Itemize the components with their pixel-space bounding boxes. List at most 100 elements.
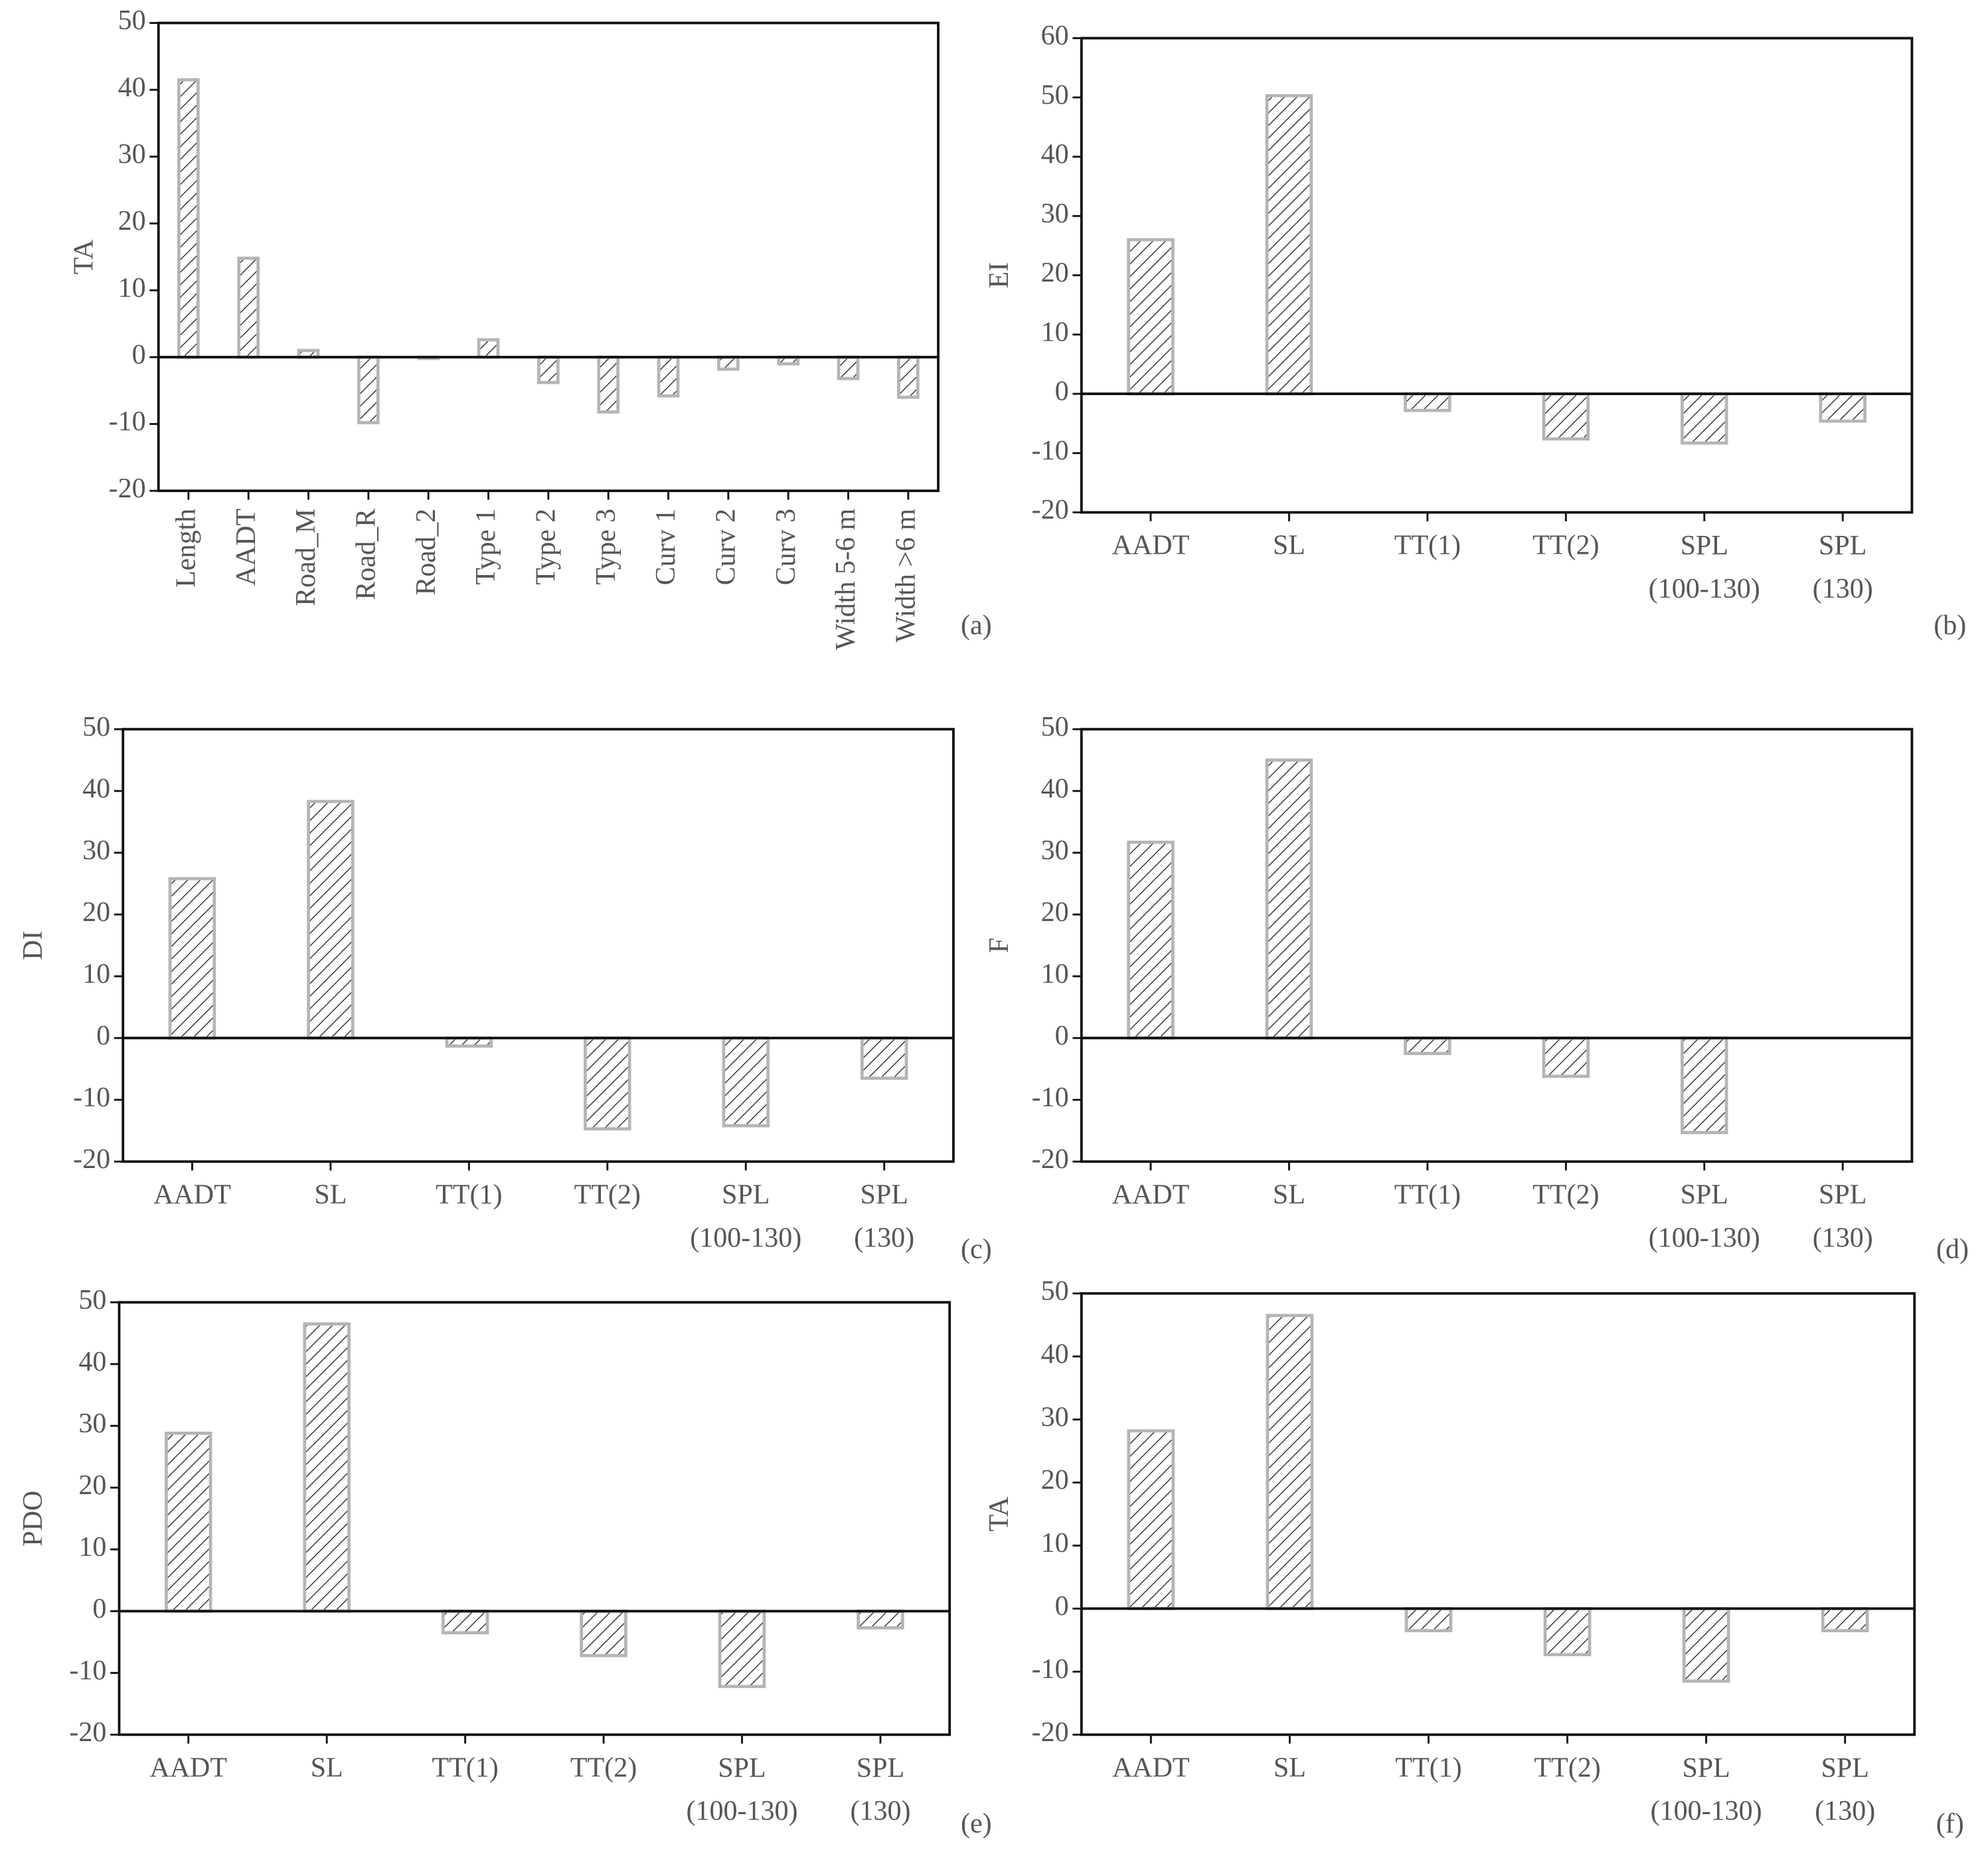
bar bbox=[657, 355, 680, 398]
bar bbox=[237, 256, 260, 359]
x-tick-label: SPL (100-130) bbox=[1649, 531, 1760, 604]
y-tick-label: -20 bbox=[1032, 1717, 1069, 1748]
y-tick-label: 0 bbox=[1055, 377, 1069, 407]
x-tick-label: SPL (100-130) bbox=[1651, 1752, 1762, 1826]
x-tick-label: SL bbox=[1274, 1752, 1306, 1783]
bar bbox=[1819, 392, 1866, 423]
bar bbox=[164, 1432, 212, 1613]
y-tick-label: 40 bbox=[1041, 774, 1069, 804]
x-tick-label: AADT bbox=[1112, 531, 1190, 561]
y-tick-label: 0 bbox=[1055, 1021, 1069, 1051]
y-tick-label: 30 bbox=[1041, 1402, 1069, 1432]
x-tick-label: AADT bbox=[1112, 1179, 1190, 1210]
y-tick-label: 30 bbox=[1041, 835, 1069, 866]
x-tick-label: SPL (100-130) bbox=[690, 1179, 801, 1253]
x-tick-label: TT(1) bbox=[436, 1179, 502, 1210]
x-tick-label: TT(2) bbox=[1532, 1179, 1599, 1210]
y-tick-label: 0 bbox=[96, 1021, 110, 1051]
bar bbox=[537, 355, 560, 384]
x-tick-label: AADT bbox=[1112, 1752, 1190, 1783]
y-tick-label: 60 bbox=[1041, 21, 1069, 51]
x-tick-label: Length bbox=[171, 509, 201, 588]
panel-label: (e) bbox=[961, 1808, 992, 1839]
x-tick-label: Width 5-6 m bbox=[831, 509, 861, 650]
x-tick-label: SPL (130) bbox=[1813, 1179, 1873, 1253]
y-tick-label: -10 bbox=[1032, 436, 1069, 466]
bar bbox=[1404, 1607, 1453, 1633]
y-tick-label: -10 bbox=[1032, 1082, 1069, 1113]
y-tick-label: 0 bbox=[132, 339, 146, 370]
bar bbox=[1542, 1036, 1590, 1078]
panel-label: (a) bbox=[961, 610, 992, 641]
y-tick-label: 10 bbox=[1041, 959, 1069, 989]
plot-frame bbox=[122, 728, 955, 1163]
bar bbox=[896, 355, 920, 399]
bar bbox=[1127, 238, 1175, 396]
y-tick-label: 30 bbox=[118, 139, 146, 170]
bar bbox=[1127, 840, 1175, 1040]
y-tick-label: 20 bbox=[1041, 258, 1069, 288]
y-tick-label: 20 bbox=[82, 897, 110, 928]
y-tick-label: -10 bbox=[109, 406, 146, 437]
bar bbox=[857, 1609, 904, 1630]
x-tick-label: Curv 2 bbox=[710, 509, 741, 585]
y-axis-label: TA bbox=[68, 239, 99, 274]
x-tick-label: Road_M bbox=[291, 509, 321, 606]
y-tick-label: 10 bbox=[82, 959, 110, 989]
x-tick-label: TT(2) bbox=[570, 1752, 637, 1783]
x-tick-label: TT(1) bbox=[432, 1752, 498, 1783]
x-tick-label: SL bbox=[1273, 531, 1305, 561]
x-tick-label: TT(1) bbox=[1394, 1179, 1461, 1210]
bar bbox=[1265, 94, 1313, 396]
y-axis-label: PDO bbox=[18, 1491, 48, 1547]
x-tick-label: SL bbox=[311, 1752, 343, 1783]
y-tick-label: 50 bbox=[82, 712, 110, 742]
x-tick-label: SL bbox=[314, 1179, 347, 1210]
bar bbox=[1681, 1036, 1728, 1134]
plot-frame bbox=[1080, 1292, 1916, 1736]
bar bbox=[1681, 392, 1728, 445]
bar bbox=[168, 877, 216, 1040]
x-tick-label: TT(1) bbox=[1395, 1752, 1461, 1783]
plot-frame bbox=[118, 1301, 952, 1736]
y-tick-label: 20 bbox=[1041, 897, 1069, 928]
x-tick-label: TT(1) bbox=[1394, 531, 1461, 561]
y-tick-label: -20 bbox=[1032, 1144, 1069, 1175]
y-tick-label: 10 bbox=[1041, 317, 1069, 347]
x-tick-label: AADT bbox=[149, 1752, 227, 1783]
bar bbox=[1543, 1607, 1592, 1657]
x-tick-label: AADT bbox=[153, 1179, 231, 1210]
y-tick-label: 20 bbox=[1041, 1465, 1069, 1495]
x-tick-label: Curv 1 bbox=[651, 509, 681, 585]
x-tick-label: Width >6 m bbox=[890, 509, 921, 643]
x-tick-label: TT(2) bbox=[574, 1179, 641, 1210]
bar bbox=[1682, 1607, 1730, 1683]
bar bbox=[722, 1036, 770, 1128]
y-tick-label: -10 bbox=[1032, 1654, 1069, 1685]
y-axis-label: EI bbox=[984, 262, 1015, 289]
y-tick-label: 0 bbox=[92, 1594, 106, 1624]
y-tick-label: 10 bbox=[118, 273, 146, 303]
y-tick-label: 40 bbox=[1041, 139, 1069, 170]
bar bbox=[1404, 1036, 1451, 1055]
bar bbox=[177, 78, 200, 359]
y-tick-label: 30 bbox=[82, 835, 110, 866]
y-tick-label: 50 bbox=[1041, 80, 1069, 110]
y-tick-label: -20 bbox=[1032, 495, 1069, 525]
y-axis-label: F bbox=[984, 938, 1015, 953]
y-tick-label: 40 bbox=[82, 774, 110, 804]
bar bbox=[357, 355, 380, 424]
y-tick-label: 40 bbox=[118, 72, 146, 103]
bar bbox=[307, 800, 355, 1040]
y-axis-label: DI bbox=[18, 931, 48, 960]
x-tick-label: TT(2) bbox=[1532, 531, 1599, 561]
x-tick-label: Road_R bbox=[351, 509, 381, 600]
plot-frame bbox=[1080, 728, 1914, 1163]
y-tick-label: 10 bbox=[78, 1532, 106, 1562]
y-tick-label: 30 bbox=[1041, 199, 1069, 229]
y-tick-label: 50 bbox=[78, 1285, 106, 1315]
x-tick-label: TT(2) bbox=[1534, 1752, 1600, 1783]
x-tick-label: SPL (100-130) bbox=[687, 1752, 798, 1826]
bar bbox=[837, 355, 860, 380]
